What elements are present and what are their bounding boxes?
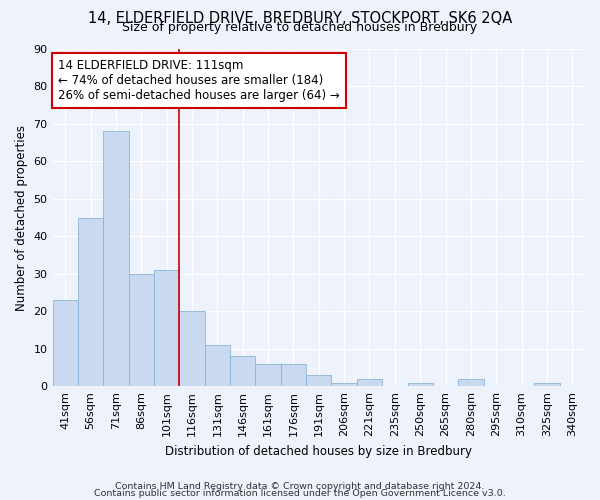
Bar [205, 345, 230, 387]
Bar [78, 218, 103, 386]
Bar [103, 132, 128, 386]
Bar [407, 382, 433, 386]
Bar [306, 375, 331, 386]
Text: Contains HM Land Registry data © Crown copyright and database right 2024.: Contains HM Land Registry data © Crown c… [115, 482, 485, 491]
Y-axis label: Number of detached properties: Number of detached properties [15, 124, 28, 310]
Bar [357, 379, 382, 386]
Text: 14 ELDERFIELD DRIVE: 111sqm
← 74% of detached houses are smaller (184)
26% of se: 14 ELDERFIELD DRIVE: 111sqm ← 74% of det… [58, 59, 340, 102]
Bar [256, 364, 281, 386]
Text: Size of property relative to detached houses in Bredbury: Size of property relative to detached ho… [122, 22, 478, 35]
Bar [458, 379, 484, 386]
Bar [331, 382, 357, 386]
Bar [128, 274, 154, 386]
Bar [281, 364, 306, 386]
Bar [179, 312, 205, 386]
Text: 14, ELDERFIELD DRIVE, BREDBURY, STOCKPORT, SK6 2QA: 14, ELDERFIELD DRIVE, BREDBURY, STOCKPOR… [88, 11, 512, 26]
Bar [53, 300, 78, 386]
Bar [154, 270, 179, 386]
Text: Contains public sector information licensed under the Open Government Licence v3: Contains public sector information licen… [94, 490, 506, 498]
X-axis label: Distribution of detached houses by size in Bredbury: Distribution of detached houses by size … [165, 444, 472, 458]
Bar [230, 356, 256, 386]
Bar [534, 382, 560, 386]
